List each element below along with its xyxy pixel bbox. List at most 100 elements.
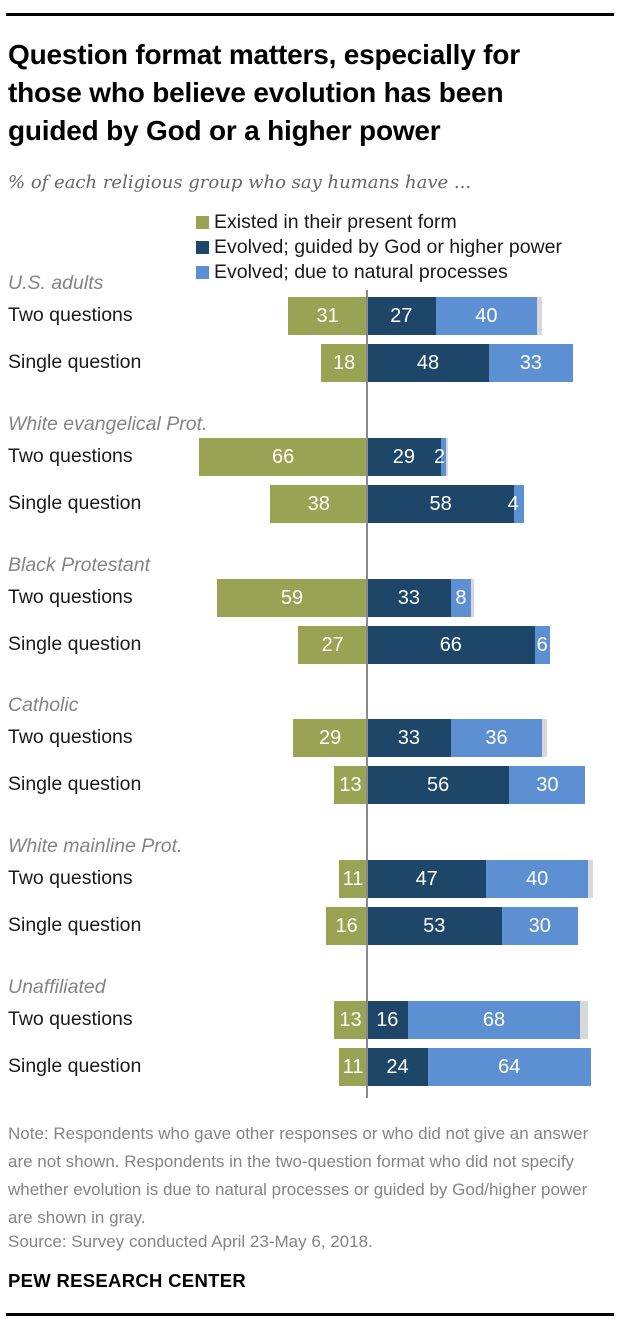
bar-segment-existed: 38	[270, 485, 367, 523]
bar-value-label: 16	[335, 915, 358, 937]
bar-row: 31 27 40	[0, 297, 620, 335]
bar-value-label: 16	[376, 1009, 399, 1031]
bar-value-label: 40	[526, 868, 549, 890]
bar-value-label: 33	[397, 727, 421, 749]
row-label: Single question	[8, 492, 142, 514]
page-title: Question format matters, especially for …	[8, 36, 612, 150]
bottom-rule	[6, 1313, 614, 1316]
bar-value-label: 33	[397, 587, 421, 609]
row-label: Two questions	[8, 726, 133, 748]
brand-wordmark: PEW RESEARCH CENTER	[8, 1270, 246, 1291]
bar-row: 18 48 33	[0, 344, 620, 382]
bar-value-label: 4	[507, 493, 519, 515]
row-label: Two questions	[8, 867, 133, 889]
bar-segment-guided: 66	[367, 626, 535, 664]
bar-segment-natural: 4	[508, 485, 525, 523]
bar-value-label: 47	[415, 868, 438, 890]
legend-swatch-icon	[196, 241, 209, 254]
bar-segment-existed: 18	[321, 344, 367, 382]
bar-value-label: 30	[536, 774, 559, 796]
bar-segment-existed: 11	[339, 860, 367, 898]
bar-segment-guided: 53	[367, 907, 502, 945]
bar-value-label: 18	[333, 352, 356, 374]
chart-subtitle: % of each religious group who say humans…	[8, 172, 472, 193]
chart-area: U.S. adults Two questions 31 27 40 Single que…	[0, 272, 620, 1098]
bar-segment-natural: 6	[534, 626, 550, 664]
legend-item-natural: Evolved; due to natural processes	[196, 260, 620, 285]
bar-value-label: 2	[433, 446, 446, 468]
bar-row: 66 29 2	[0, 438, 620, 476]
bar-value-label: 40	[475, 305, 498, 327]
legend-swatch-icon	[196, 216, 209, 229]
bar-row: 13 16 68	[0, 1001, 620, 1039]
bar-segment-guided: 24	[367, 1048, 428, 1086]
row-label: Single question	[8, 633, 142, 655]
bar-row: 27 66 6	[0, 626, 620, 664]
bar-value-label: 11	[342, 868, 364, 890]
source-line: Source: Survey conducted April 23-May 6,…	[8, 1232, 373, 1251]
legend-label: Evolved; due to natural processes	[214, 261, 508, 283]
bar-value-label: 38	[307, 493, 330, 515]
bar-segment-existed: 27	[298, 626, 367, 664]
bar-value-label: 53	[423, 915, 446, 937]
bar-row: 11 24 64	[0, 1048, 620, 1086]
bar-segment-guided: 16	[367, 1001, 408, 1039]
legend-item-guided: Evolved; guided by God or higher power	[196, 235, 620, 260]
legend-swatch-icon	[196, 266, 209, 279]
bar-segment-guided: 56	[367, 766, 510, 804]
bar-value-label: 11	[342, 1056, 364, 1078]
chart-legend: Existed in their present form Evolved; g…	[196, 210, 620, 285]
group-label: White evangelical Prot.	[8, 413, 208, 435]
bar-segment-guided: 29	[367, 438, 441, 476]
bar-value-label: 66	[439, 634, 462, 656]
bar-value-label: 66	[272, 446, 295, 468]
top-rule	[6, 13, 614, 16]
bar-row: 38 58 4	[0, 485, 620, 523]
bar-segment-unspecified	[445, 438, 449, 476]
bar-row: 59 33 8	[0, 579, 620, 617]
bar-segment-unspecified	[542, 719, 548, 757]
bar-value-label: 13	[339, 1009, 362, 1031]
bar-value-label: 8	[455, 587, 467, 609]
bar-segment-existed: 16	[326, 907, 367, 945]
row-label: Single question	[8, 351, 142, 373]
bar-segment-guided: 27	[367, 297, 436, 335]
bar-value-label: 29	[319, 727, 342, 749]
row-label: Single question	[8, 773, 142, 795]
bar-segment-natural: 40	[486, 860, 588, 898]
bar-segment-existed: 59	[217, 579, 367, 617]
bar-segment-existed: 29	[293, 719, 367, 757]
row-label: Single question	[8, 914, 142, 936]
legend-label: Existed in their present form	[214, 211, 457, 233]
bar-value-label: 59	[280, 587, 304, 609]
bar-segment-natural: 30	[509, 766, 586, 804]
bar-value-label: 33	[519, 352, 542, 374]
bar-segment-natural: 30	[501, 907, 578, 945]
bar-value-label: 27	[390, 305, 413, 327]
bar-segment-natural: 40	[435, 297, 538, 335]
bar-value-label: 6	[536, 634, 548, 656]
bar-row: 11 47 40	[0, 860, 620, 898]
bar-value-label: 31	[316, 305, 339, 327]
bar-segment-existed: 13	[333, 766, 367, 804]
bar-segment-guided: 58	[367, 485, 515, 523]
bar-segment-unspecified	[537, 297, 543, 335]
group-label: Black Protestant	[8, 554, 150, 576]
group-label: White mainline Prot.	[8, 835, 183, 857]
row-label: Two questions	[8, 304, 133, 326]
bar-segment-unspecified	[471, 579, 474, 617]
bar-segment-guided: 48	[367, 344, 489, 382]
bar-segment-guided: 47	[367, 860, 487, 898]
bar-row: 29 33 36	[0, 719, 620, 757]
title-line-3: guided by God or a higher power	[8, 115, 441, 146]
bar-segment-natural: 64	[427, 1048, 591, 1086]
bar-segment-existed: 13	[333, 1001, 367, 1039]
bar-segment-natural: 8	[450, 579, 472, 617]
bar-value-label: 36	[485, 727, 508, 749]
bar-row: 13 56 30	[0, 766, 620, 804]
bar-value-label: 56	[426, 774, 450, 796]
bar-value-label: 48	[416, 352, 440, 374]
bar-value-label: 29	[392, 446, 415, 468]
row-label: Two questions	[8, 445, 133, 467]
row-label: Two questions	[8, 1008, 133, 1030]
